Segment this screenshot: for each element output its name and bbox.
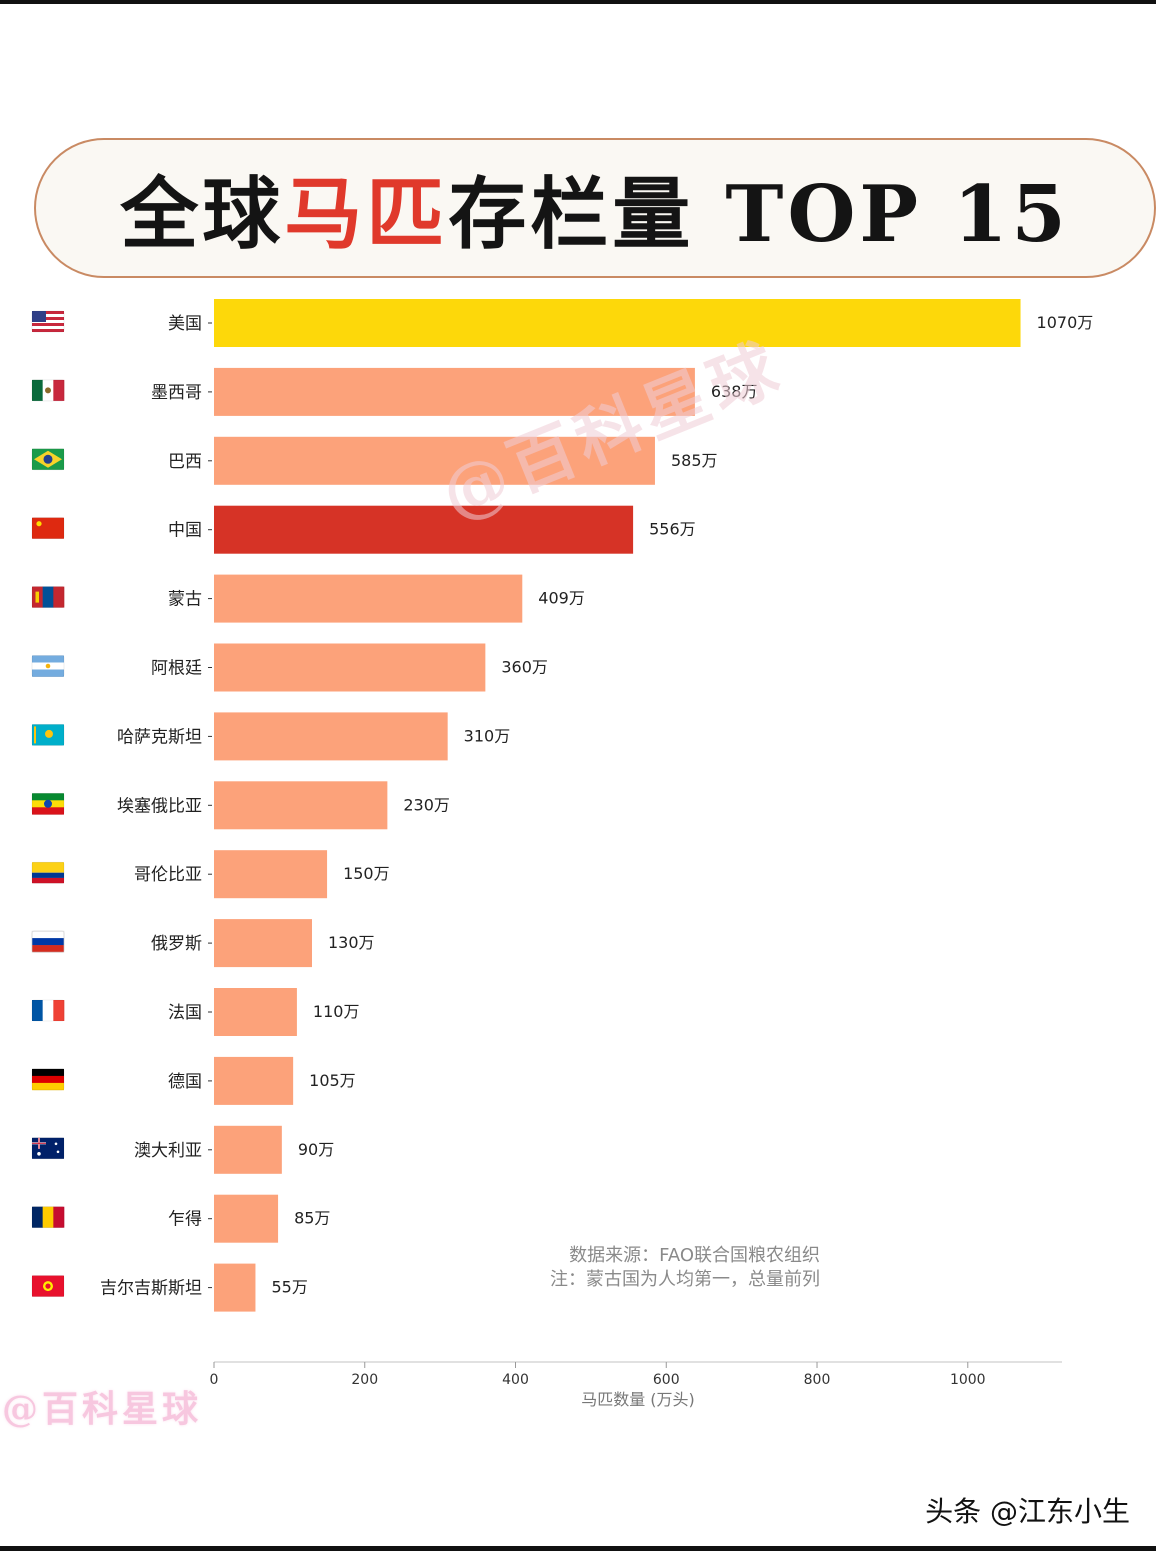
top-border bbox=[0, 0, 1156, 4]
category-label: 法国 bbox=[168, 1003, 202, 1023]
category-label: 德国 bbox=[168, 1072, 202, 1092]
data-label: 638万 bbox=[711, 382, 758, 401]
kyrgyzstan-flag-icon bbox=[31, 1275, 65, 1297]
russia-flag-icon bbox=[31, 930, 65, 953]
data-label: 230万 bbox=[403, 795, 450, 814]
category-label: 哈萨克斯坦 bbox=[117, 727, 202, 747]
data-label: 585万 bbox=[671, 451, 718, 470]
data-label: 130万 bbox=[328, 933, 375, 952]
france-flag-icon bbox=[31, 999, 65, 1022]
china-flag-icon bbox=[31, 517, 65, 540]
title-banner: 全球马匹存栏量 TOP 15 bbox=[34, 138, 1156, 278]
watermark-bottom-left: @百科星球 bbox=[2, 1388, 203, 1430]
chart-title: 全球马匹存栏量 TOP 15 bbox=[120, 152, 1070, 264]
data-label: 85万 bbox=[294, 1209, 330, 1228]
x-tick-label: 1000 bbox=[950, 1372, 986, 1388]
x-tick-label: 800 bbox=[804, 1372, 831, 1388]
data-label: 310万 bbox=[464, 726, 511, 745]
data-label: 409万 bbox=[538, 589, 585, 608]
x-tick-label: 600 bbox=[653, 1372, 680, 1388]
bar bbox=[214, 505, 634, 554]
germany-flag-icon bbox=[31, 1068, 65, 1091]
colombia-flag-icon bbox=[31, 861, 65, 884]
mongolia-flag-icon bbox=[31, 586, 65, 608]
category-label: 蒙古 bbox=[168, 590, 202, 610]
x-tick-label: 400 bbox=[502, 1372, 529, 1388]
category-label: 埃塞俄比亚 bbox=[117, 796, 202, 816]
x-tick-label: 0 bbox=[210, 1372, 219, 1388]
category-label: 澳大利亚 bbox=[134, 1141, 202, 1161]
brazil-flag-icon bbox=[31, 448, 65, 471]
data-label: 55万 bbox=[271, 1278, 307, 1297]
note-line: 注：蒙古国为人均第一，总量前列 bbox=[550, 1269, 820, 1290]
title-part-2: 存栏量 TOP 15 bbox=[448, 169, 1070, 260]
category-label: 美国 bbox=[168, 314, 202, 334]
kazakhstan-flag-icon bbox=[31, 724, 65, 746]
category-label: 哥伦比亚 bbox=[134, 865, 202, 885]
chad-flag-icon bbox=[31, 1206, 65, 1228]
bar bbox=[214, 919, 312, 968]
bar bbox=[214, 850, 328, 899]
bottom-border bbox=[0, 1546, 1156, 1551]
category-label: 俄罗斯 bbox=[151, 934, 202, 954]
bar bbox=[214, 1056, 294, 1105]
bar bbox=[214, 712, 448, 761]
argentina-flag-icon bbox=[31, 655, 65, 677]
category-label: 乍得 bbox=[168, 1210, 202, 1230]
data-label: 556万 bbox=[649, 520, 696, 539]
us-flag-icon bbox=[31, 310, 65, 333]
bar bbox=[214, 299, 1021, 347]
data-label: 110万 bbox=[313, 1002, 360, 1021]
bar bbox=[214, 367, 695, 416]
x-axis-label: 马匹数量 (万头) bbox=[581, 1390, 695, 1409]
category-label: 阿根廷 bbox=[151, 659, 202, 679]
data-label: 150万 bbox=[343, 864, 390, 883]
data-label: 90万 bbox=[298, 1140, 334, 1159]
source-line: 数据来源：FAO联合国粮农组织 bbox=[569, 1245, 820, 1266]
title-highlight: 马匹 bbox=[284, 169, 449, 260]
bar bbox=[214, 781, 388, 830]
bar bbox=[214, 1263, 256, 1312]
data-label: 360万 bbox=[501, 658, 548, 677]
title-part-1: 全球 bbox=[120, 169, 285, 260]
bar bbox=[214, 1125, 282, 1174]
category-label: 巴西 bbox=[168, 452, 202, 472]
source-note: 数据来源：FAO联合国粮农组织 注：蒙古国为人均第一，总量前列 bbox=[470, 1244, 820, 1292]
bar bbox=[214, 574, 523, 623]
australia-flag-icon bbox=[31, 1137, 65, 1160]
category-label: 墨西哥 bbox=[151, 383, 202, 403]
data-label: 1070万 bbox=[1037, 313, 1094, 332]
x-tick-label: 200 bbox=[351, 1372, 378, 1388]
category-label: 中国 bbox=[168, 521, 202, 541]
bar bbox=[214, 1194, 279, 1243]
mexico-flag-icon bbox=[31, 379, 65, 402]
footer-credit: 头条 @江东小生 bbox=[925, 1495, 1130, 1528]
bar bbox=[214, 643, 486, 692]
ethiopia-flag-icon bbox=[31, 792, 65, 815]
category-label: 吉尔吉斯斯坦 bbox=[100, 1279, 202, 1299]
bar bbox=[214, 988, 297, 1036]
bar bbox=[214, 436, 655, 485]
data-label: 105万 bbox=[309, 1071, 356, 1090]
